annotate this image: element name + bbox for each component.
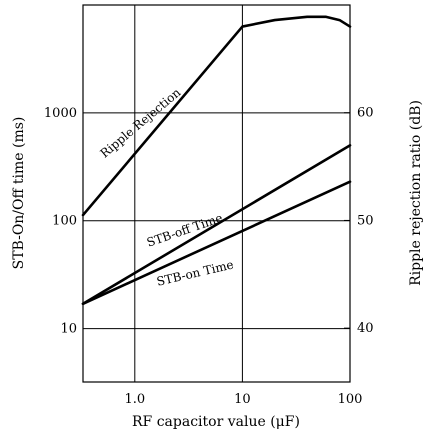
y-right-tick-label: 60 <box>357 106 374 121</box>
tick-labels: 1.0 10 100 10 100 1000 40 50 60 <box>44 106 374 407</box>
y-left-axis-title: STB-On/Off time (ms) <box>11 117 27 270</box>
y-left-tick-label: 100 <box>52 214 77 229</box>
series-label: STB-on Time <box>155 257 235 288</box>
y-right-tick-label: 50 <box>357 213 374 228</box>
series-line <box>81 180 352 306</box>
y-right-axis-title: Ripple rejection ratio (dB) <box>408 100 424 286</box>
plot-frame <box>82 4 351 383</box>
series-line <box>81 15 352 217</box>
y-left-tick-label: 1000 <box>44 106 77 121</box>
series-line <box>81 144 352 306</box>
y-left-tick-label: 10 <box>60 322 77 337</box>
series-label: Ripple Rejection <box>98 85 184 160</box>
x-tick-label: 1.0 <box>124 392 145 407</box>
y-right-tick-label: 40 <box>357 321 374 336</box>
x-tick-label: 100 <box>338 392 363 407</box>
curves <box>81 15 352 306</box>
x-tick-label: 10 <box>234 392 251 407</box>
grid-lines <box>83 5 350 382</box>
x-axis-title: RF capacitor value (μF) <box>132 414 300 430</box>
